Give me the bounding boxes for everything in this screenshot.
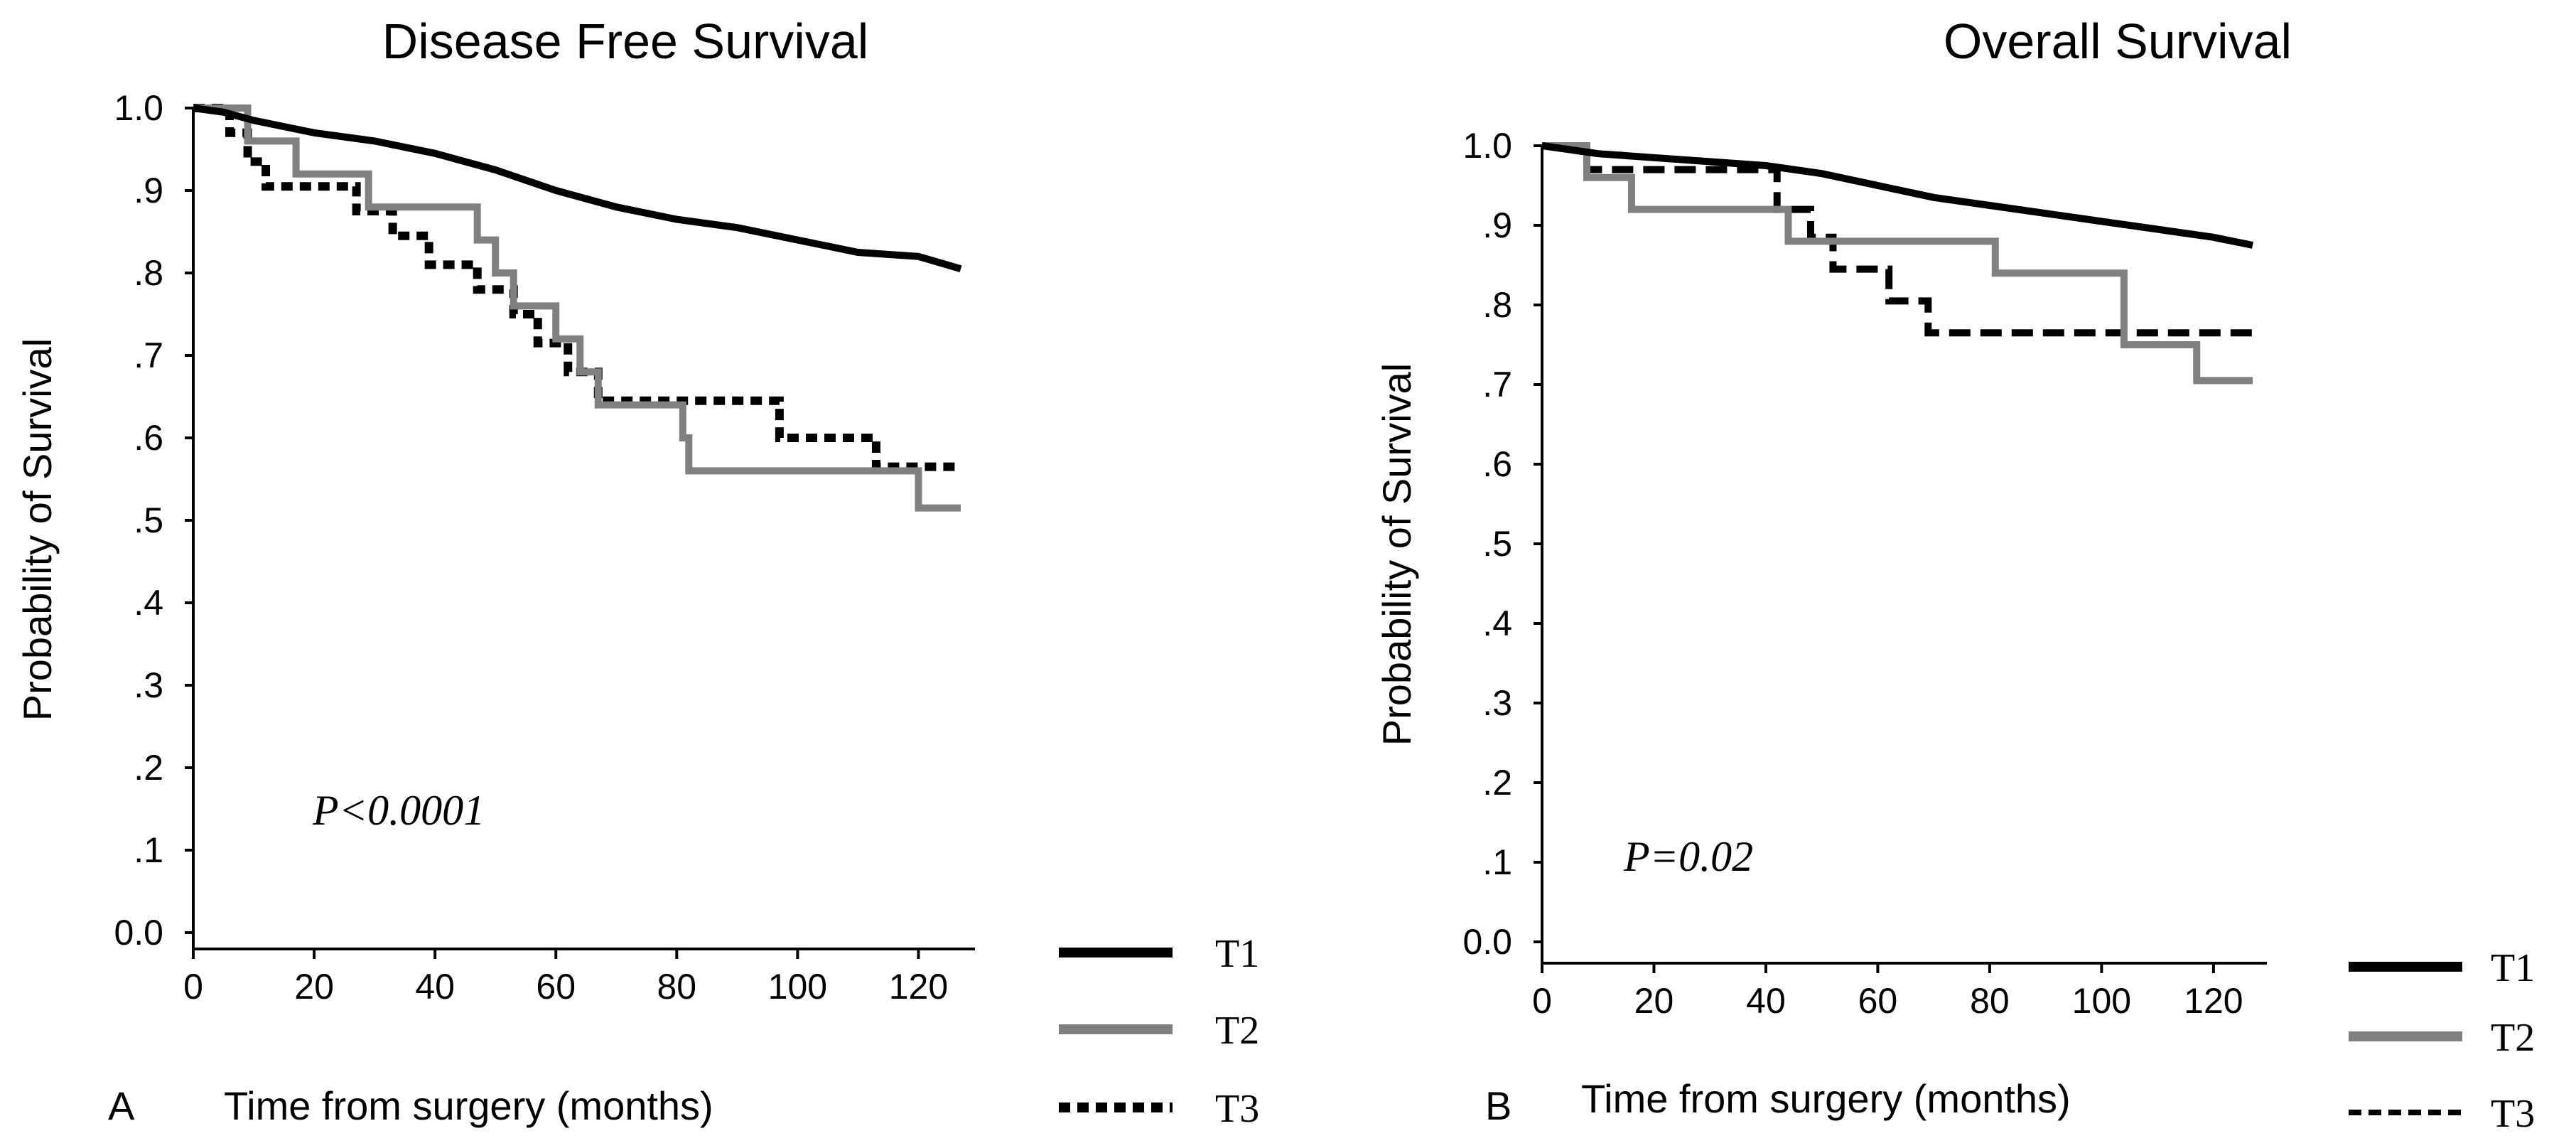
series-line-t3 [193, 104, 961, 471]
y-tick-label: .6 [134, 418, 163, 458]
y-tick-label: .9 [1482, 205, 1512, 245]
legend-label-t2: T2 [2491, 1016, 2535, 1060]
legend-label-t3: T3 [1215, 1087, 1259, 1131]
y-tick-label: .1 [1482, 842, 1512, 882]
x-tick-label: 120 [2184, 981, 2243, 1021]
legend-label-t1: T1 [1215, 932, 1259, 976]
x-axis-ticks: 0 20 40 60 80 100 120 [183, 949, 948, 1007]
y-axis-ticks: 0.0 .1 .2 .3 .4 .5 .6 .7 .8 .9 1.0 [1462, 126, 1542, 962]
y-tick-label: 0.0 [114, 913, 163, 953]
p-value-annotation: P=0.02 [1623, 833, 1753, 880]
y-tick-label: 0.0 [1462, 922, 1512, 962]
y-tick-label: .9 [134, 171, 163, 210]
series-lines [1541, 142, 2253, 385]
x-tick-label: 80 [657, 967, 697, 1007]
chart-title: Overall Survival [1944, 14, 2292, 69]
y-tick-label: .2 [134, 748, 163, 788]
x-tick-label: 100 [768, 967, 827, 1007]
y-tick-label: .1 [134, 830, 163, 870]
legend-label-t3: T3 [2491, 1092, 2535, 1136]
chart-title: Disease Free Survival [382, 14, 869, 69]
series-line-t2 [193, 104, 961, 512]
y-tick-label: .5 [1482, 524, 1512, 564]
p-value-annotation: P<0.0001 [312, 787, 485, 834]
legend-item-t2: T2 [1059, 1009, 1259, 1053]
panel-label: B [1485, 1083, 1511, 1128]
legend-item-t3: T3 [1059, 1087, 1259, 1131]
x-axis-label: Time from surgery (months) [1581, 1076, 2071, 1121]
x-tick-label: 40 [415, 967, 455, 1007]
panel-label: A [108, 1083, 135, 1128]
legend-item-t1: T1 [2349, 946, 2535, 990]
series-line-t1 [193, 104, 962, 272]
y-tick-label: .3 [134, 665, 163, 705]
panel-b: Overall Survival Probability of Survival… [1374, 14, 2535, 1136]
x-tick-label: 120 [889, 967, 948, 1007]
y-tick-label: .5 [134, 500, 163, 540]
y-tick-label: .4 [1482, 603, 1512, 643]
legend: T1 T2 T3 [1059, 932, 1259, 1131]
legend: T1 T2 T3 [2349, 946, 2535, 1136]
x-axis-label: Time from surgery (months) [224, 1083, 713, 1128]
y-axis-label: Probability of Survival [15, 338, 60, 721]
x-tick-label: 100 [2072, 981, 2131, 1021]
series-line-t3 [1542, 142, 2253, 337]
x-tick-label: 0 [1532, 981, 1552, 1021]
y-axis-ticks: 0.0 .1 .2 .3 .4 .5 .6 .7 .8 .9 1.0 [114, 88, 193, 953]
y-axis-label: Probability of Survival [1374, 363, 1419, 746]
y-tick-label: .7 [134, 336, 163, 375]
x-tick-label: 40 [1746, 981, 1786, 1021]
y-tick-label: .7 [1482, 365, 1512, 404]
y-tick-label: 1.0 [114, 88, 163, 128]
y-tick-label: .8 [1482, 285, 1512, 325]
y-tick-label: .8 [134, 253, 163, 293]
x-tick-label: 0 [183, 967, 203, 1007]
x-axis-ticks: 0 20 40 60 80 100 120 [1532, 963, 2243, 1021]
legend-label-t1: T1 [2491, 946, 2535, 990]
x-tick-label: 80 [1970, 981, 2010, 1021]
legend-item-t1: T1 [1059, 932, 1259, 976]
legend-label-t2: T2 [1215, 1009, 1259, 1053]
panel-a: Disease Free Survival Probability of Sur… [15, 14, 1259, 1131]
y-tick-label: 1.0 [1462, 126, 1512, 166]
series-line-t1 [1541, 142, 2253, 249]
x-tick-label: 20 [1634, 981, 1674, 1021]
y-tick-label: .2 [1482, 763, 1512, 803]
legend-item-t2: T2 [2349, 1016, 2535, 1060]
legend-item-t3: T3 [2349, 1092, 2535, 1136]
y-tick-label: .6 [1482, 444, 1512, 484]
x-tick-label: 20 [294, 967, 334, 1007]
x-tick-label: 60 [536, 967, 576, 1007]
series-line-t2 [1542, 142, 2253, 385]
y-tick-label: .3 [1482, 683, 1512, 723]
y-tick-label: .4 [134, 583, 163, 623]
series-lines [193, 104, 962, 512]
x-tick-label: 60 [1858, 981, 1898, 1021]
